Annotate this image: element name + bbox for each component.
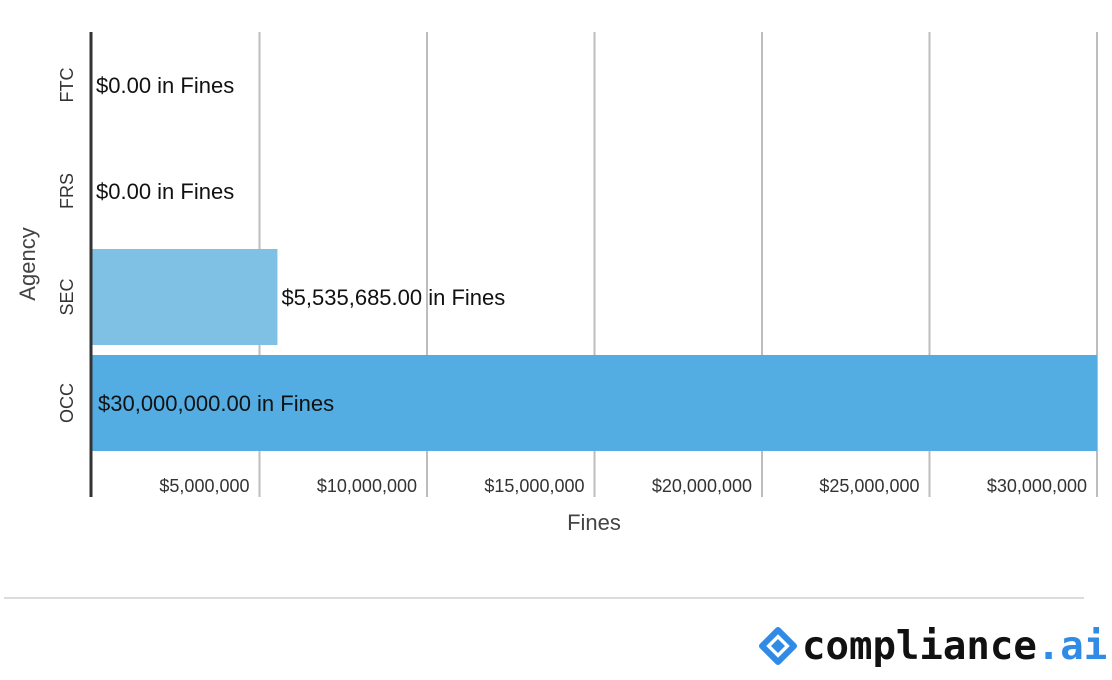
x-tick-label: $15,000,000 — [484, 476, 584, 496]
category-label-sec: SEC — [57, 278, 77, 315]
x-axis-title: Fines — [567, 510, 621, 535]
x-tick-label: $30,000,000 — [987, 476, 1087, 496]
bar-sec — [92, 249, 278, 345]
y-axis-title: Agency — [15, 227, 40, 300]
brand-wordmark: compliance.ai — [802, 624, 1107, 669]
category-label-ftc: FTC — [57, 68, 77, 103]
data-label-occ: $30,000,000.00 in Fines — [98, 391, 334, 416]
category-label-frs: FRS — [57, 173, 77, 209]
brand-name: compliance — [802, 623, 1037, 669]
x-tick-labels: $5,000,000 $10,000,000 $15,000,000 $20,000,… — [159, 476, 1087, 496]
bars — [92, 249, 1097, 451]
x-tick-label: $10,000,000 — [317, 476, 417, 496]
brand-tld: .ai — [1036, 623, 1108, 669]
x-tick-label: $20,000,000 — [652, 476, 752, 496]
fines-by-agency-chart: $5,000,000 $10,000,000 $15,000,000 $20,000,… — [15, 32, 1098, 535]
bar-occ — [92, 355, 1097, 451]
data-label-ftc: $0.00 in Fines — [96, 73, 234, 98]
category-label-occ: OCC — [57, 383, 77, 423]
brand-diamond-icon — [759, 627, 797, 665]
y-category-labels: FTC FRS SEC OCC — [57, 68, 77, 424]
footer-divider — [4, 597, 1084, 599]
brand-logo: compliance.ai — [758, 618, 1107, 674]
x-tick-label: $5,000,000 — [159, 476, 249, 496]
data-labels: $0.00 in Fines $0.00 in Fines $5,535,685.0… — [96, 73, 505, 416]
data-label-sec: $5,535,685.00 in Fines — [281, 285, 505, 310]
x-tick-label: $25,000,000 — [819, 476, 919, 496]
data-label-frs: $0.00 in Fines — [96, 179, 234, 204]
